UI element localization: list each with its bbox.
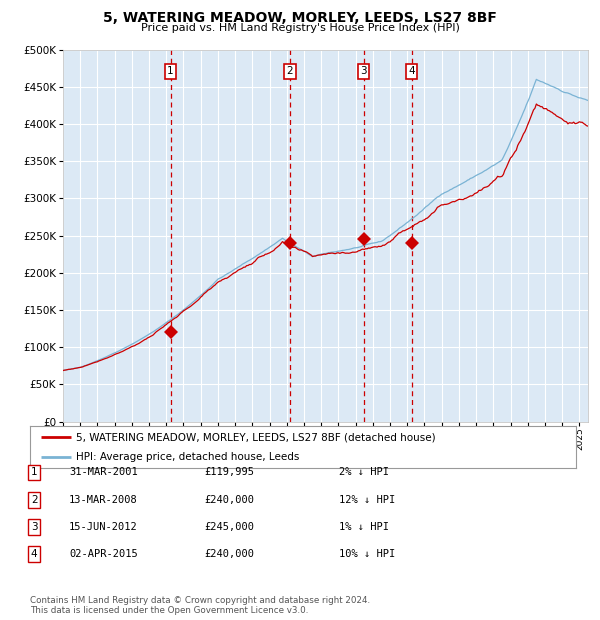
Text: 1: 1 [167,66,174,76]
Text: 1: 1 [31,467,38,477]
Text: 4: 4 [31,549,38,559]
Text: 2: 2 [31,495,38,505]
Text: 15-JUN-2012: 15-JUN-2012 [69,522,138,532]
Text: 3: 3 [31,522,38,532]
Text: £240,000: £240,000 [204,549,254,559]
Text: 12% ↓ HPI: 12% ↓ HPI [339,495,395,505]
Text: £240,000: £240,000 [204,495,254,505]
Text: 13-MAR-2008: 13-MAR-2008 [69,495,138,505]
Text: 1% ↓ HPI: 1% ↓ HPI [339,522,389,532]
Text: 31-MAR-2001: 31-MAR-2001 [69,467,138,477]
Text: 4: 4 [408,66,415,76]
Text: 2: 2 [287,66,293,76]
Text: £245,000: £245,000 [204,522,254,532]
Text: 3: 3 [360,66,367,76]
Text: Price paid vs. HM Land Registry's House Price Index (HPI): Price paid vs. HM Land Registry's House … [140,23,460,33]
Text: 2% ↓ HPI: 2% ↓ HPI [339,467,389,477]
Text: HPI: Average price, detached house, Leeds: HPI: Average price, detached house, Leed… [76,452,300,462]
Text: 02-APR-2015: 02-APR-2015 [69,549,138,559]
Text: 5, WATERING MEADOW, MORLEY, LEEDS, LS27 8BF (detached house): 5, WATERING MEADOW, MORLEY, LEEDS, LS27 … [76,432,436,442]
Text: Contains HM Land Registry data © Crown copyright and database right 2024.
This d: Contains HM Land Registry data © Crown c… [30,596,370,615]
Text: 5, WATERING MEADOW, MORLEY, LEEDS, LS27 8BF: 5, WATERING MEADOW, MORLEY, LEEDS, LS27 … [103,11,497,25]
Text: 10% ↓ HPI: 10% ↓ HPI [339,549,395,559]
Text: £119,995: £119,995 [204,467,254,477]
